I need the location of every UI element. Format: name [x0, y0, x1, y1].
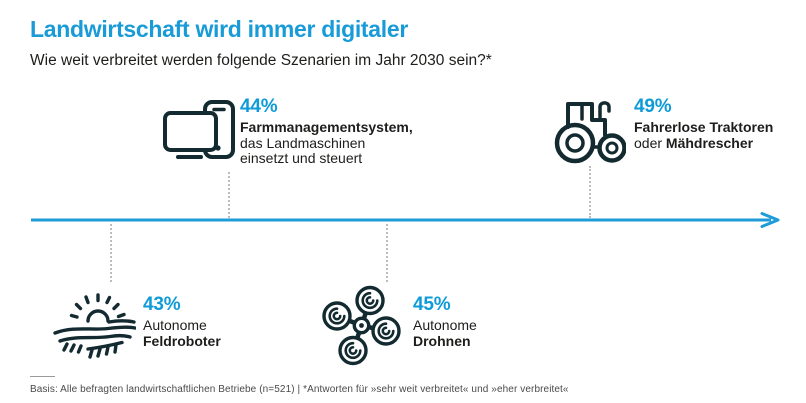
stat-tractors: 49% Fahrerlose Traktoren oder Mähdresche… [634, 96, 773, 151]
page-subtitle: Wie weit verbreitet werden folgende Szen… [30, 52, 492, 69]
stat-field-robots: 43% Autonome Feldroboter [143, 294, 221, 349]
stat-label-line: einsetzt und steuert [240, 150, 363, 166]
stat-label-line: Feldroboter [143, 332, 221, 349]
connector-drones [386, 224, 388, 282]
stat-percent: 45% [413, 294, 451, 315]
page-title: Landwirtschaft wird immer digitaler [30, 16, 409, 42]
footer-divider [30, 376, 55, 377]
monitor-smartphone-icon [163, 100, 235, 159]
tractor-icon [554, 101, 626, 164]
stat-label-line: Autonome [413, 317, 477, 333]
stat-label-line: Autonome [143, 317, 207, 333]
stat-farm-management: 44% Farmmanagementsystem, das Landmaschi… [240, 96, 413, 167]
stat-label-line: das Landmaschinen [240, 134, 366, 151]
connector-farm-management [228, 172, 230, 218]
stat-percent: 44% [240, 96, 278, 117]
stat-label-line: Farmmanagementsystem, [240, 119, 413, 135]
stat-label-line: oder Mähdrescher [634, 134, 754, 151]
field-sun-icon [53, 293, 136, 359]
timeline-arrow [31, 212, 780, 228]
stat-percent: 43% [143, 294, 181, 315]
stat-percent: 49% [634, 96, 672, 117]
stat-drones: 45% Autonome Drohnen [413, 294, 477, 349]
stat-label-line: Drohnen [413, 332, 471, 349]
connector-tractors [589, 166, 591, 218]
drone-icon [322, 285, 401, 366]
connector-field-robots [110, 224, 112, 282]
footer-note: Basis: Alle befragten landwirtschaftlich… [30, 384, 569, 395]
stat-label-line: Fahrerlose Traktoren [634, 119, 774, 135]
